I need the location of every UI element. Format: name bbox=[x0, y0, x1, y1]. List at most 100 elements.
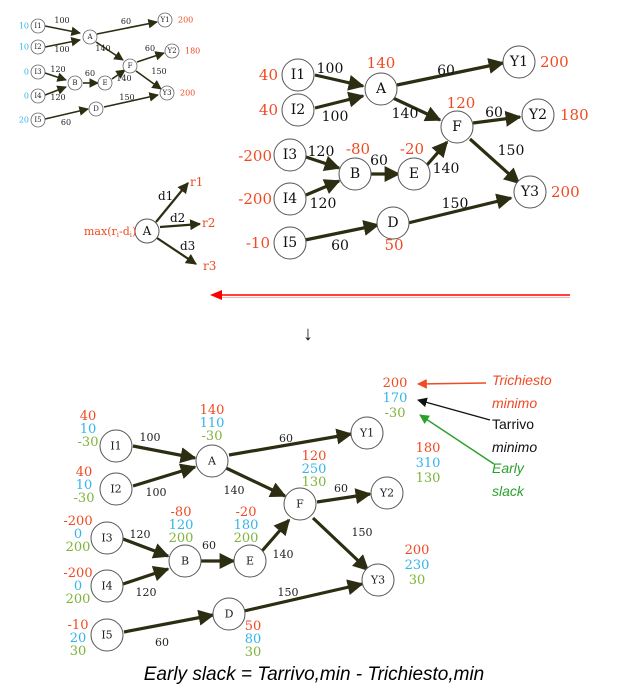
legend-required-arrow bbox=[417, 378, 487, 389]
top-label-f: F bbox=[452, 119, 462, 135]
top-label-a: A bbox=[375, 81, 387, 97]
bottom-slack-i2: -30 bbox=[74, 491, 95, 506]
small-label-y1: Y1 bbox=[159, 16, 169, 24]
top-weight-f-y2: 60 bbox=[485, 105, 503, 121]
early-slack-formula: Early slack = Tarrivo,min - Trichiesto,m… bbox=[143, 664, 485, 685]
top-node-e bbox=[397, 157, 431, 191]
top-edge-e-f bbox=[425, 140, 449, 167]
small-label-i1: I1 bbox=[34, 22, 41, 30]
bottom-node-i3 bbox=[90, 521, 124, 555]
top-node-i2 bbox=[281, 93, 315, 127]
small-diagram: I1 I2 I3 I4 I5 A B E F D Y1 Y2 Y3 10 10 … bbox=[19, 12, 200, 128]
small-node-e bbox=[97, 75, 113, 91]
small-edge-i4-b bbox=[44, 85, 67, 96]
small-weight-e-f: 140 bbox=[116, 74, 131, 83]
bottom-arrival-y2: 310 bbox=[416, 456, 441, 471]
top-node-a bbox=[364, 72, 398, 106]
top-weight-a-y1: 60 bbox=[437, 63, 455, 79]
bottom-label-i5: I5 bbox=[101, 629, 112, 642]
small-node-i3 bbox=[30, 64, 46, 80]
red-arrow-head bbox=[210, 290, 222, 300]
top-edge-i5-d bbox=[304, 220, 380, 242]
top-weight-b-e: 60 bbox=[370, 153, 388, 169]
small-node-i4 bbox=[30, 88, 46, 104]
bottom-weight-e-f: 140 bbox=[273, 548, 294, 561]
top-diagram: I1 I2 I3 I4 I5 A B E F D Y1 Y2 Y3 40 40 … bbox=[238, 45, 589, 260]
small-label-i4: I4 bbox=[34, 92, 42, 100]
top-required-b: -80 bbox=[346, 140, 370, 158]
bottom-edge-f-y3 bbox=[311, 516, 370, 572]
small-weight-f-y3: 150 bbox=[151, 67, 166, 76]
small-node-b bbox=[67, 75, 83, 91]
formula-output-r1: r1 bbox=[190, 175, 203, 189]
bottom-edge-a-f bbox=[225, 466, 287, 498]
top-weight-e-f: 140 bbox=[433, 161, 460, 177]
small-label-f: F bbox=[128, 62, 133, 70]
red-left-arrow bbox=[210, 290, 570, 300]
small-weight-i4-b: 120 bbox=[50, 93, 65, 102]
top-label-i5: I5 bbox=[283, 235, 297, 251]
bottom-arrival-i3: 0 bbox=[74, 527, 82, 542]
formula-output-r2: r2 bbox=[202, 216, 215, 230]
bottom-required-i3: -200 bbox=[63, 514, 92, 529]
small-weight-i1-a: 100 bbox=[54, 16, 69, 25]
bottom-weight-i4-b: 120 bbox=[136, 586, 157, 599]
bottom-arrival-i2: 10 bbox=[76, 478, 93, 493]
top-weight-a-f: 140 bbox=[392, 106, 419, 122]
small-weight-b-e: 60 bbox=[85, 69, 95, 78]
legend-arrival-arrow bbox=[417, 397, 491, 421]
small-output-y1: 200 bbox=[178, 16, 193, 25]
top-label-d: D bbox=[387, 215, 398, 231]
down-arrow-icon: ↓ bbox=[303, 323, 313, 345]
top-weight-f-y3: 150 bbox=[498, 143, 525, 159]
top-edge-a-f bbox=[392, 96, 442, 122]
bottom-slack-i1: -30 bbox=[78, 435, 99, 450]
small-weight-a-f: 140 bbox=[95, 44, 110, 53]
bottom-slack-d: 30 bbox=[245, 645, 262, 660]
bottom-label-y1: Y1 bbox=[359, 427, 374, 440]
formula-edge-d1 bbox=[155, 182, 189, 223]
small-output-y3: 200 bbox=[180, 89, 195, 98]
bottom-label-i2: I2 bbox=[110, 483, 121, 496]
top-node-i3 bbox=[273, 138, 307, 172]
small-label-d: D bbox=[93, 105, 99, 113]
top-label-y1: Y1 bbox=[509, 54, 528, 70]
max-formula-diagram: A max(ri-di) d1 d2 d3 r1 r2 r3 bbox=[84, 175, 216, 273]
small-weight-i5-d: 60 bbox=[61, 118, 71, 127]
formula-edge-d3 bbox=[156, 237, 197, 265]
bottom-arrival-a: 110 bbox=[200, 416, 225, 431]
small-input-i5: 20 bbox=[19, 116, 29, 125]
bottom-required-a: 140 bbox=[200, 403, 225, 418]
bottom-required-i4: -200 bbox=[63, 566, 92, 581]
top-node-i4 bbox=[273, 182, 307, 216]
legend-required-line2: minimo bbox=[492, 395, 537, 411]
small-input-i2: 10 bbox=[19, 43, 29, 52]
small-label-i2: I2 bbox=[34, 43, 41, 51]
bottom-weight-d-y3: 150 bbox=[278, 586, 299, 599]
bottom-weight-a-y1: 60 bbox=[279, 432, 293, 445]
bottom-label-y3: Y3 bbox=[370, 574, 385, 587]
top-node-i5 bbox=[273, 226, 307, 260]
bottom-node-e bbox=[233, 544, 267, 578]
small-edges bbox=[44, 18, 165, 120]
bottom-edge-a-y1 bbox=[228, 428, 353, 457]
bottom-node-y2 bbox=[370, 476, 404, 510]
small-label-i3: I3 bbox=[34, 68, 41, 76]
top-node-y1 bbox=[502, 45, 536, 79]
bottom-required-y2: 180 bbox=[416, 441, 441, 456]
small-edge-d-y3 bbox=[103, 92, 159, 108]
small-edge-a-y1 bbox=[96, 18, 158, 35]
bottom-label-i4: I4 bbox=[101, 580, 112, 593]
small-node-i2 bbox=[30, 39, 46, 55]
bottom-slack-y1: -30 bbox=[385, 406, 406, 421]
bottom-label-e: E bbox=[246, 555, 254, 568]
small-edge-i1-a bbox=[44, 25, 81, 37]
bottom-slack-y2: 130 bbox=[416, 471, 441, 486]
bottom-node-i1 bbox=[99, 429, 133, 463]
bottom-arrival-d: 80 bbox=[245, 632, 262, 647]
small-node-d bbox=[88, 101, 104, 117]
top-weight-i2-a: 100 bbox=[322, 109, 349, 125]
top-required-f: 120 bbox=[447, 94, 476, 112]
bottom-edge-i4-b bbox=[122, 565, 170, 586]
top-label-e: E bbox=[409, 166, 419, 182]
